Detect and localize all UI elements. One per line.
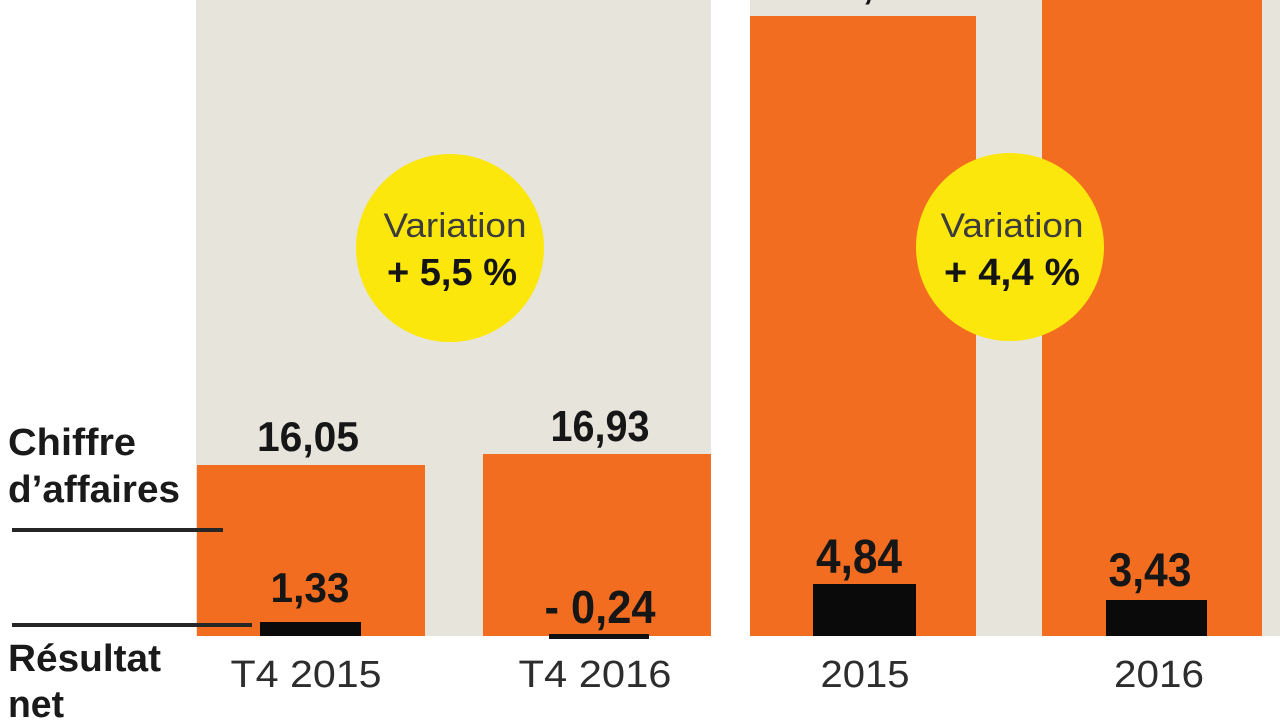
svg-text:T4 2016: T4 2016	[519, 654, 672, 696]
svg-text:Résultat: Résultat	[8, 638, 161, 680]
svg-text:- 0,24: - 0,24	[545, 581, 656, 633]
svg-text:Variation: Variation	[941, 207, 1084, 245]
svg-text:net: net	[8, 684, 64, 720]
svg-text:2015: 2015	[821, 654, 910, 696]
svg-text:Variation: Variation	[384, 207, 527, 245]
svg-text:+ 5,5 %: + 5,5 %	[387, 252, 517, 294]
svg-text:4,84: 4,84	[816, 531, 902, 584]
svg-text:20,69: 20,69	[818, 0, 918, 8]
svg-text:T4 2015: T4 2015	[231, 654, 382, 696]
svg-text:2016: 2016	[1114, 654, 1204, 696]
svg-text:Chiffre: Chiffre	[8, 422, 136, 464]
svg-text:1,33: 1,33	[271, 564, 350, 611]
svg-text:16,93: 16,93	[551, 403, 650, 451]
svg-text:16,05: 16,05	[257, 413, 359, 460]
svg-text:3,43: 3,43	[1109, 543, 1192, 596]
svg-text:+ 4,4 %: + 4,4 %	[944, 252, 1080, 294]
svg-text:d’affaires: d’affaires	[8, 469, 180, 511]
